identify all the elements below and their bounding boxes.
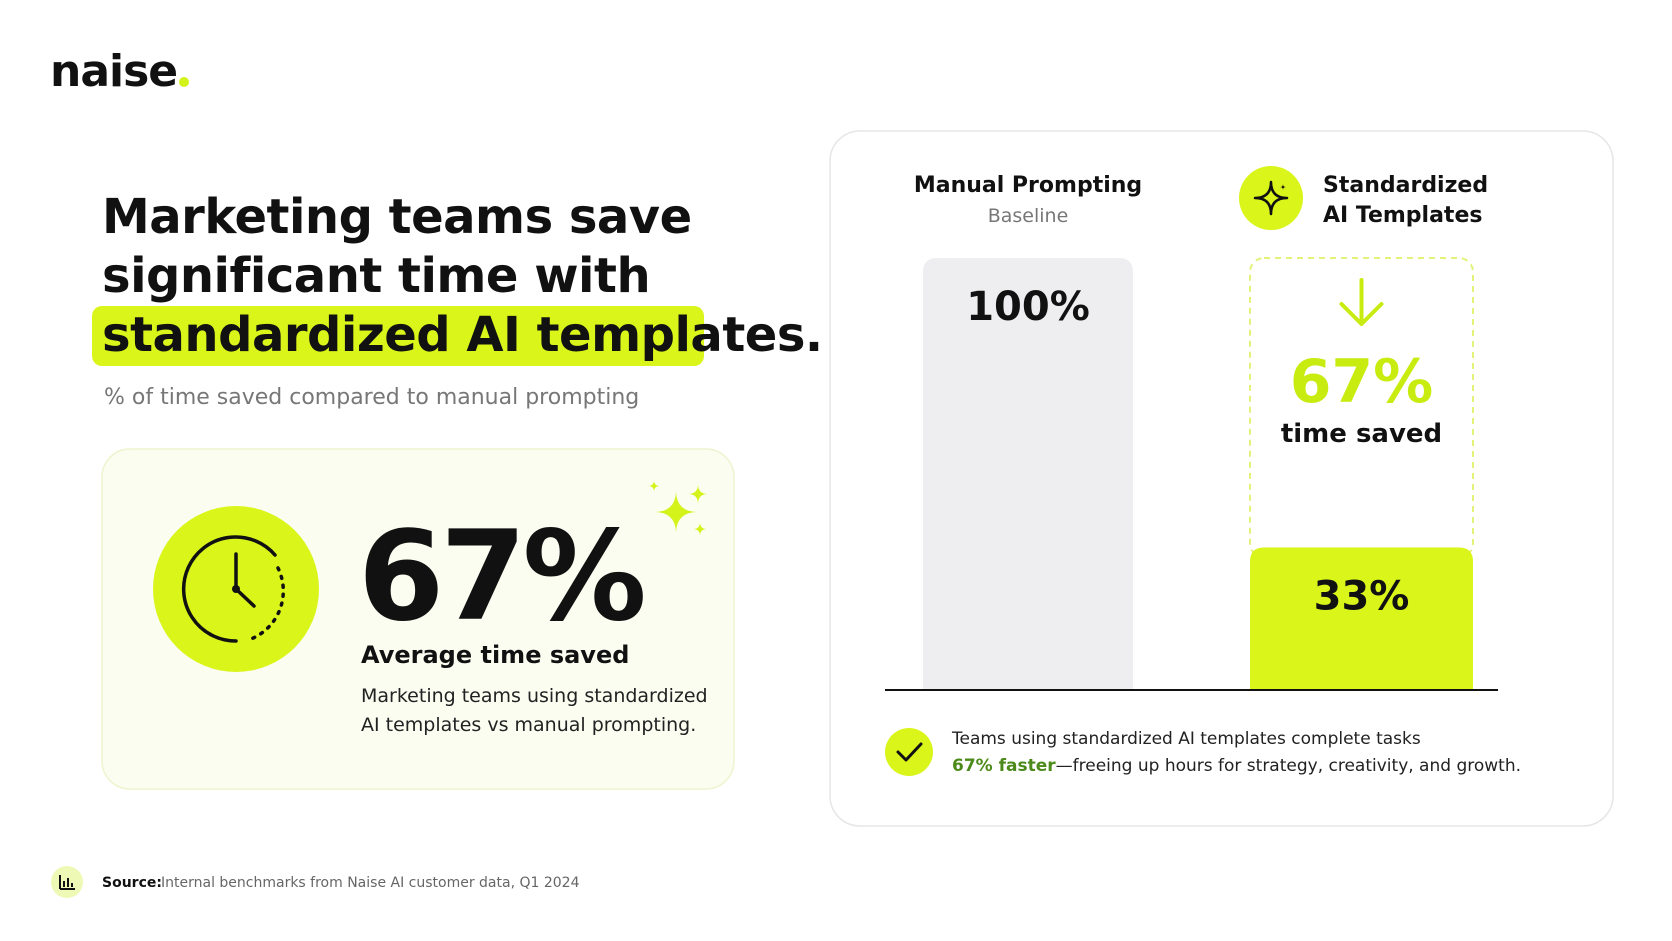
bar-title: AI Templates [1323, 203, 1482, 228]
stat-description: AI templates vs manual prompting. [361, 714, 696, 736]
note-emphasis: 67% faster [952, 756, 1056, 776]
note-rest: —freeing up hours for strategy, creativi… [1056, 756, 1521, 776]
note-line: 67% faster—freeing up hours for strategy… [952, 756, 1521, 776]
bars: 100% 67%time saved 33% [923, 257, 1474, 690]
bar-subtitle: Baseline [988, 205, 1069, 227]
logo-dot [179, 77, 189, 87]
saved-value: 67% [1290, 347, 1434, 417]
check-badge [885, 728, 933, 776]
bar [1250, 547, 1473, 690]
headline-line: significant time with [102, 248, 650, 304]
clock-icon [181, 535, 286, 643]
sparkles [648, 480, 708, 536]
subtitle: % of time saved compared to manual promp… [104, 385, 639, 410]
sparkle-icon [1253, 180, 1289, 216]
sparkle-badge [1239, 166, 1303, 230]
headline-line: Marketing teams save [102, 189, 692, 245]
headline-highlight-text: standardized AI templates. [102, 307, 823, 363]
check-icon [896, 742, 923, 762]
logo: naise [50, 46, 177, 97]
note-line: Teams using standardized AI templates co… [951, 729, 1421, 749]
headline-highlight [92, 306, 704, 366]
stat-value: 67% [358, 505, 644, 649]
source-icon [59, 875, 75, 890]
source-text: Internal benchmarks from Naise AI custom… [161, 875, 580, 891]
bar-value-label: 100% [966, 284, 1090, 330]
sparkle-icon [1280, 184, 1286, 190]
saved-label: time saved [1281, 419, 1442, 449]
clock-center [232, 585, 240, 593]
down-arrow [1339, 278, 1384, 326]
source-label: Source: [102, 875, 162, 891]
stat-label: Average time saved [361, 641, 629, 669]
stat-description: Marketing teams using standardized [361, 685, 708, 707]
bar-title: Manual Prompting [914, 173, 1142, 198]
bar [923, 258, 1133, 690]
bar-value-label: 33% [1314, 573, 1410, 619]
bar-title: Standardized [1323, 173, 1488, 198]
